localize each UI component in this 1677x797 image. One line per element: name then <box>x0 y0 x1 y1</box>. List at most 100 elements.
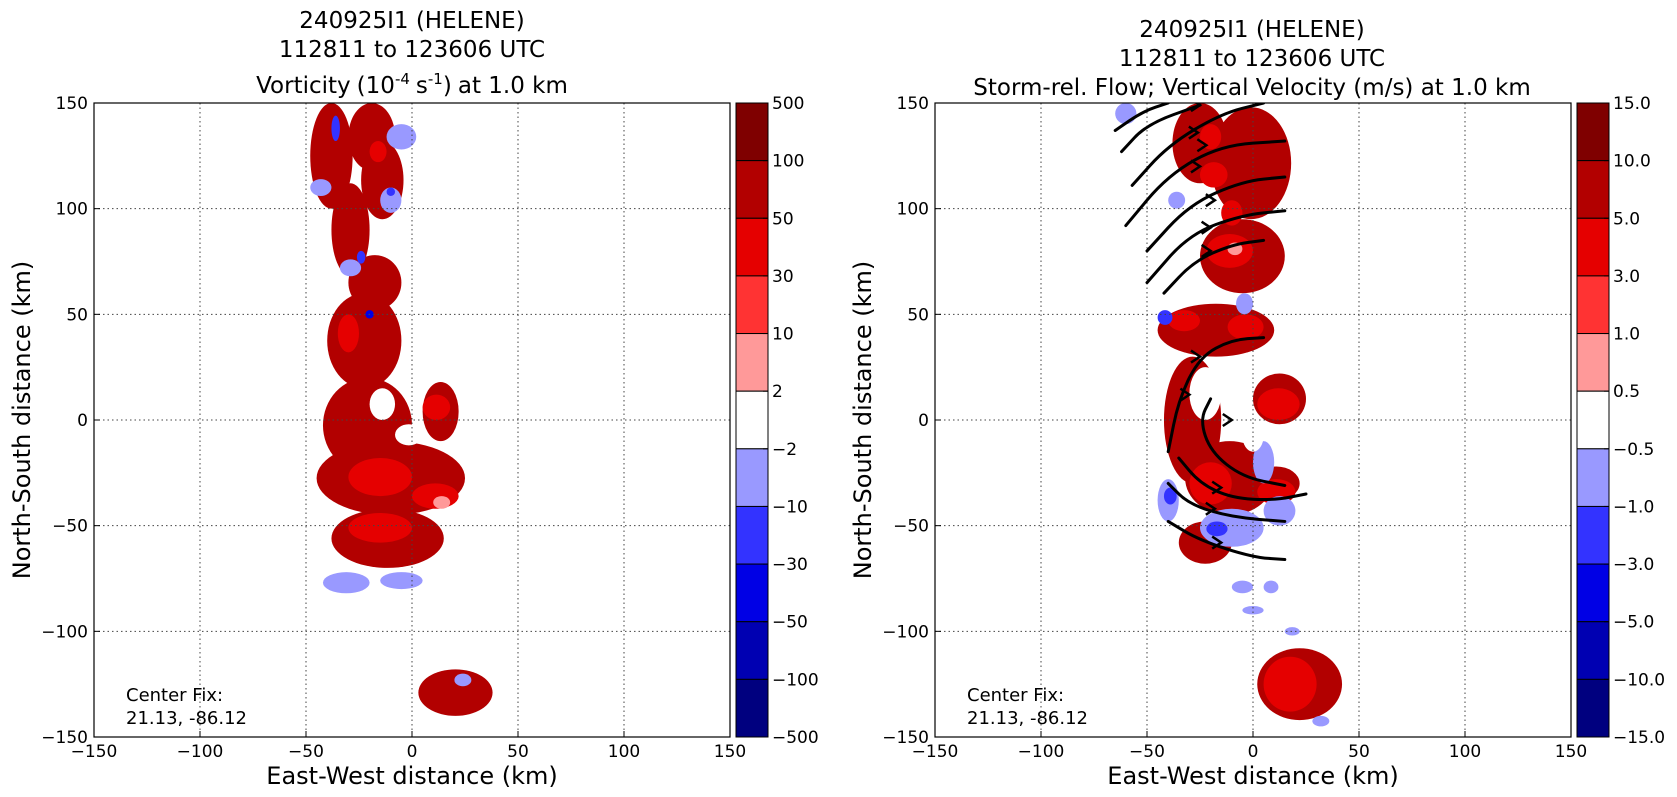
velocity-field-patch-26 <box>1168 191 1186 209</box>
vorticity-colorbar-label-9: −50 <box>772 613 808 633</box>
velocity-colorbar-label-2: 5.0 <box>1613 209 1640 229</box>
vorticity-ytick-label-1: −100 <box>41 622 88 642</box>
velocity-xtick-label-6: 150 <box>1555 742 1587 762</box>
velocity-colorbar-band-8 <box>1576 563 1610 623</box>
velocity-flow-arrowhead-11 <box>1211 535 1224 550</box>
velocity-colorbar-label-1: 10.0 <box>1613 152 1651 172</box>
vorticity-title-line3: Vorticity (10-4 s-1) at 1.0 km <box>256 70 568 99</box>
velocity-field-gap-1 <box>1242 420 1264 452</box>
velocity-flow-arrowhead-4 <box>1205 193 1218 208</box>
vorticity-colorbar-label-8: −30 <box>772 555 808 575</box>
vorticity-field-patch-25 <box>331 115 340 142</box>
velocity-colorbar-band-3 <box>1576 275 1610 335</box>
vorticity-colorbar-label-1: 100 <box>772 152 804 172</box>
velocity-ticks: −150 −100 −50 0 50 100 150 −150 −100 −50 0 50 100 150 <box>882 94 1587 762</box>
vorticity-center-fix-value: 21.13, -86.12 <box>126 708 247 729</box>
velocity-center-fix-label: Center Fix: <box>967 685 1064 706</box>
vorticity-ytick-label-5: 100 <box>56 200 88 220</box>
vorticity-colorbar-label-10: −100 <box>772 670 819 690</box>
vorticity-colorbar-label-11: −500 <box>772 728 819 748</box>
velocity-field-patch-18 <box>1257 388 1300 420</box>
velocity-flow-arrowhead-6 <box>1200 243 1213 258</box>
velocity-xtick-label-3: 0 <box>1248 742 1259 762</box>
vorticity-colorbar-band-5 <box>735 390 769 450</box>
velocity-field-patch-15 <box>1227 314 1264 340</box>
vorticity-ticks: −150 −100 −50 0 50 100 150 −150 −100 −50 0 50 100 150 <box>41 94 746 762</box>
velocity-colorbar-label-3: 3.0 <box>1613 267 1640 287</box>
velocity-center-fix-value: 21.13, -86.12 <box>967 708 1088 729</box>
velocity-flow-arrowhead-12 <box>1222 412 1235 428</box>
vorticity-field <box>310 103 493 716</box>
velocity-xtick-label-0: −150 <box>912 742 959 762</box>
velocity-flow-arrowhead-3 <box>1190 159 1203 174</box>
vorticity-xtick-label-5: 100 <box>608 742 640 762</box>
vorticity-field-patch-24 <box>454 673 472 687</box>
vorticity-colorbar-label-5: 2 <box>772 382 783 402</box>
vorticity-colorbar-band-1 <box>735 160 769 219</box>
vorticity-field-patch-27 <box>386 187 396 196</box>
velocity-field-patch-19 <box>1263 656 1317 712</box>
vorticity-ytick-label-6: 150 <box>56 94 88 114</box>
velocity-ytick-label-5: 100 <box>897 200 929 220</box>
velocity-flow-arrowhead-7 <box>1190 349 1203 364</box>
vorticity-colorbar-band-8 <box>735 563 769 623</box>
vorticity-field-patch-10 <box>418 669 493 716</box>
velocity-streamline-5 <box>1145 209 1287 285</box>
velocity-streamline-11 <box>1166 519 1287 561</box>
velocity-field-patch-27 <box>1157 310 1173 325</box>
vorticity-xtick-label-3: 0 <box>407 742 418 762</box>
vorticity-xtick-label-1: −100 <box>177 742 224 762</box>
velocity-title-line1: 240925I1 (HELENE) <box>1139 17 1364 43</box>
vorticity-xtick-label-4: 50 <box>507 742 529 762</box>
vorticity-center-fix-label: Center Fix: <box>126 685 223 706</box>
vorticity-colorbar-label-6: −2 <box>772 440 797 460</box>
velocity-colorbar-label-8: −3.0 <box>1613 555 1654 575</box>
vorticity-colorbar-band-6 <box>735 448 769 507</box>
vorticity-colorbar: 500 100 50 30 10 2 −2 −10 −30 −50 −100 −500 <box>735 94 819 748</box>
velocity-title-line3: Storm-rel. Flow; Vertical Velocity (m/s)… <box>973 75 1531 101</box>
velocity-x-axis-label: East-West distance (km) <box>1107 762 1398 790</box>
vorticity-ytick-label-2: −50 <box>52 517 88 537</box>
velocity-field-patch-24 <box>1253 441 1275 484</box>
vorticity-field-patch-5 <box>327 293 402 389</box>
vorticity-colorbar-label-7: −10 <box>772 497 808 517</box>
velocity-streamline-10 <box>1166 481 1287 523</box>
vorticity-field-patch-17 <box>433 496 451 509</box>
vorticity-ytick-label-3: 0 <box>77 411 88 431</box>
velocity-grid <box>935 103 1571 737</box>
velocity-streamline-2 <box>1130 103 1266 187</box>
velocity-xtick-label-2: −50 <box>1129 742 1165 762</box>
velocity-colorbar-label-7: −1.0 <box>1613 497 1654 517</box>
vorticity-field-patch-19 <box>339 259 362 277</box>
vorticity-ytick-label-0: −150 <box>41 728 88 748</box>
vorticity-field-gap-1 <box>395 424 423 446</box>
velocity-ytick-label-0: −150 <box>882 728 929 748</box>
vorticity-field-patch-22 <box>322 572 370 594</box>
vorticity-y-axis-label: North-South distance (km) <box>8 261 36 580</box>
vorticity-field-patch-16 <box>422 394 451 420</box>
vorticity-field-patch-15 <box>348 512 413 543</box>
vorticity-x-axis-label: East-West distance (km) <box>266 762 557 790</box>
velocity-xtick-label-5: 100 <box>1449 742 1481 762</box>
vorticity-title-field: Vorticity <box>256 73 351 99</box>
velocity-colorbar-label-6: −0.5 <box>1613 440 1654 460</box>
vorticity-xtick-label-6: 150 <box>714 742 746 762</box>
velocity-streamline-1 <box>1113 103 1170 132</box>
velocity-colorbar-label-5: 0.5 <box>1613 382 1640 402</box>
velocity-y-axis-label: North-South distance (km) <box>849 261 877 580</box>
velocity-field-patch-11 <box>1200 162 1228 188</box>
velocity-field-patch-25 <box>1236 293 1253 315</box>
velocity-colorbar-label-11: −15.0 <box>1613 728 1665 748</box>
velocity-field-patch-16 <box>1189 462 1232 505</box>
velocity-xtick-label-1: −100 <box>1018 742 1065 762</box>
velocity-field-patch-10 <box>1200 124 1222 150</box>
velocity-colorbar: 15.0 10.0 5.0 3.0 1.0 0.5 −0.5 −1.0 −3.0 −5.0 −10.… <box>1576 94 1665 748</box>
vorticity-title-unit-exp: -4 <box>395 70 410 88</box>
vorticity-colorbar-band-3 <box>735 275 769 335</box>
vorticity-field-patch-13 <box>348 458 413 497</box>
velocity-streamline-7 <box>1166 336 1266 454</box>
vorticity-title-level: at 1.0 km <box>458 73 568 99</box>
vorticity-field-patch-12 <box>337 314 359 353</box>
velocity-xtick-label-4: 50 <box>1348 742 1370 762</box>
velocity-field-patch-33 <box>1242 605 1264 615</box>
